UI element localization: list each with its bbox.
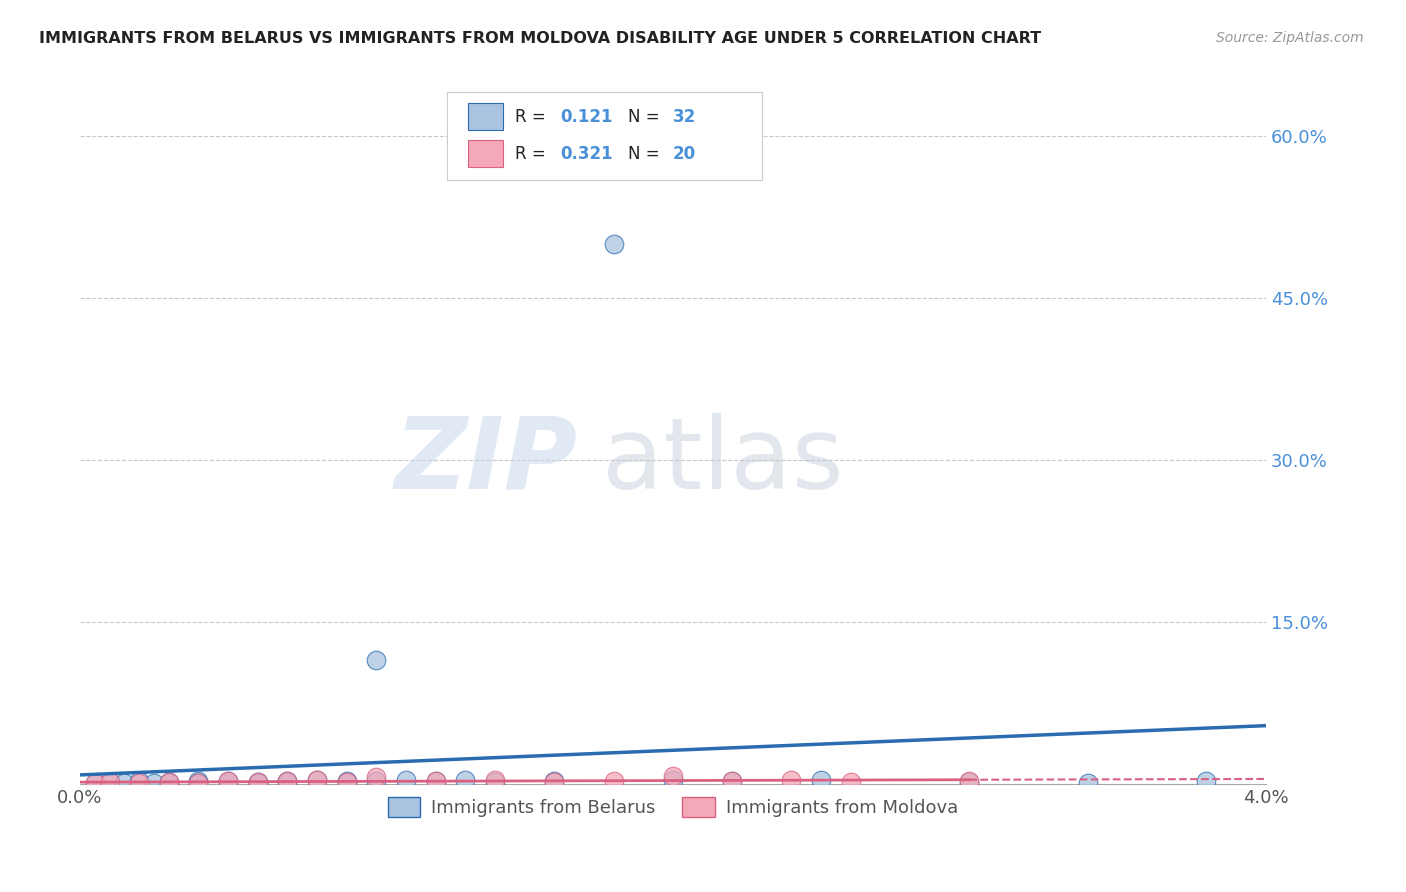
Point <box>366 653 388 667</box>
Point <box>246 775 269 789</box>
Point <box>957 774 980 789</box>
FancyBboxPatch shape <box>447 93 762 180</box>
Point <box>425 774 447 789</box>
Point <box>336 775 359 789</box>
Point <box>83 776 105 790</box>
Text: N =: N = <box>627 108 665 126</box>
Point <box>246 776 269 790</box>
Point <box>1077 776 1099 790</box>
Point <box>839 775 862 789</box>
Point <box>957 775 980 789</box>
Point <box>395 773 418 788</box>
Point <box>217 774 239 789</box>
Point <box>98 775 121 789</box>
Point <box>98 775 121 789</box>
Point <box>662 773 685 788</box>
Point <box>128 776 150 790</box>
Point <box>425 774 447 789</box>
Text: R =: R = <box>515 108 551 126</box>
Point <box>810 773 832 788</box>
Point <box>83 776 105 790</box>
Point <box>484 775 506 789</box>
Point <box>1195 774 1218 789</box>
Point <box>276 774 298 789</box>
Text: R =: R = <box>515 145 551 162</box>
Point <box>217 774 239 789</box>
Text: atlas: atlas <box>602 413 844 509</box>
Point <box>157 775 180 789</box>
Point <box>276 774 298 789</box>
FancyBboxPatch shape <box>468 103 503 130</box>
Text: IMMIGRANTS FROM BELARUS VS IMMIGRANTS FROM MOLDOVA DISABILITY AGE UNDER 5 CORREL: IMMIGRANTS FROM BELARUS VS IMMIGRANTS FR… <box>39 31 1042 46</box>
Point <box>112 776 135 790</box>
Point <box>128 774 150 789</box>
Text: ZIP: ZIP <box>395 413 578 509</box>
Point <box>780 773 803 788</box>
Point <box>543 775 565 789</box>
Point <box>187 776 209 790</box>
Text: 0.121: 0.121 <box>560 108 613 126</box>
Legend: Immigrants from Belarus, Immigrants from Moldova: Immigrants from Belarus, Immigrants from… <box>381 789 965 824</box>
Point <box>602 774 624 789</box>
FancyBboxPatch shape <box>468 140 503 167</box>
Point <box>543 774 565 789</box>
Point <box>454 773 477 788</box>
Point <box>366 774 388 789</box>
Text: 20: 20 <box>673 145 696 162</box>
Point <box>336 774 359 789</box>
Point <box>157 776 180 790</box>
Text: N =: N = <box>627 145 665 162</box>
Point <box>276 775 298 789</box>
Point <box>246 775 269 789</box>
Point <box>187 774 209 789</box>
Point <box>305 773 328 788</box>
Text: 0.321: 0.321 <box>560 145 613 162</box>
Point <box>217 775 239 789</box>
Point <box>143 776 166 790</box>
Point <box>484 773 506 788</box>
Point <box>305 773 328 788</box>
Text: Source: ZipAtlas.com: Source: ZipAtlas.com <box>1216 31 1364 45</box>
Point <box>187 776 209 790</box>
Point <box>721 774 744 789</box>
Point <box>602 237 624 252</box>
Text: 32: 32 <box>673 108 696 126</box>
Point <box>721 774 744 789</box>
Point <box>366 770 388 784</box>
Point <box>662 769 685 783</box>
Point <box>336 775 359 789</box>
Point <box>157 775 180 789</box>
